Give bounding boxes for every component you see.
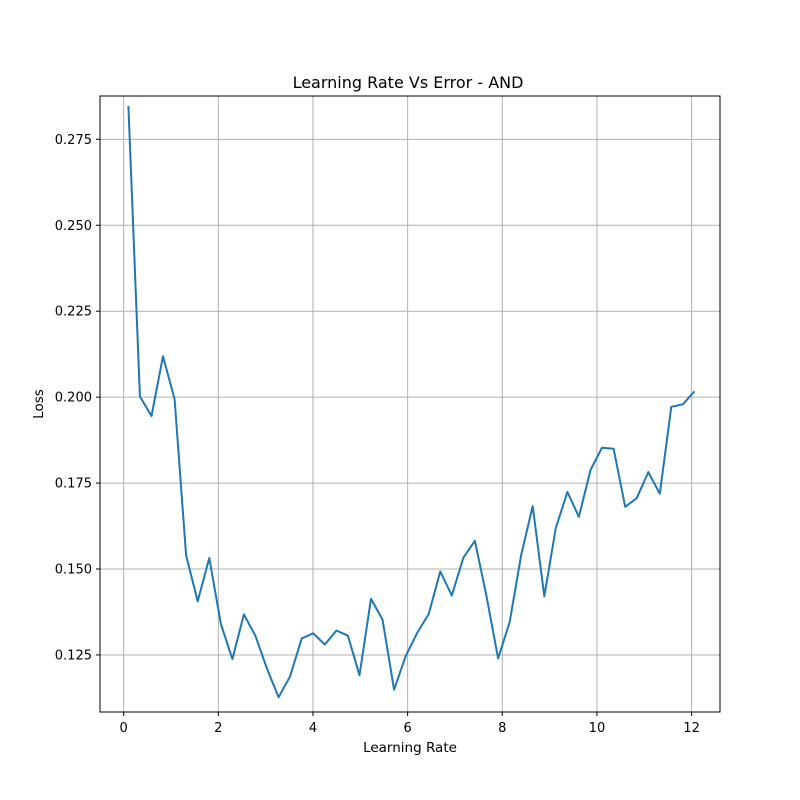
x-tick-label: 10 [589, 721, 606, 736]
series-group [127, 105, 696, 699]
x-axis: 0 2 4 6 8 10 12 [120, 712, 700, 736]
x-tick-label: 2 [214, 721, 222, 736]
y-tick-label: 0.250 [55, 219, 92, 234]
y-tick-label: 0.225 [55, 305, 92, 320]
y-axis-label: Loss [31, 389, 47, 419]
x-tick-label: 8 [498, 721, 506, 736]
x-tick-label: 0 [120, 721, 128, 736]
x-tick-label: 12 [683, 721, 700, 736]
y-tick-label: 0.275 [55, 133, 92, 148]
y-axis: 0.125 0.150 0.175 0.200 0.225 0.250 0.275 [55, 133, 100, 663]
x-axis-label: Learning Rate [363, 740, 457, 756]
y-tick-label: 0.125 [55, 648, 92, 663]
series-line [127, 105, 696, 699]
y-tick-label: 0.175 [55, 477, 92, 492]
y-tick-label: 0.150 [55, 563, 92, 578]
x-tick-label: 4 [309, 721, 317, 736]
y-tick-label: 0.200 [55, 391, 92, 406]
x-tick-label: 6 [403, 721, 411, 736]
chart-title: Learning Rate Vs Error - AND [293, 73, 524, 92]
grid [100, 96, 720, 712]
plot-frame [99, 95, 721, 713]
